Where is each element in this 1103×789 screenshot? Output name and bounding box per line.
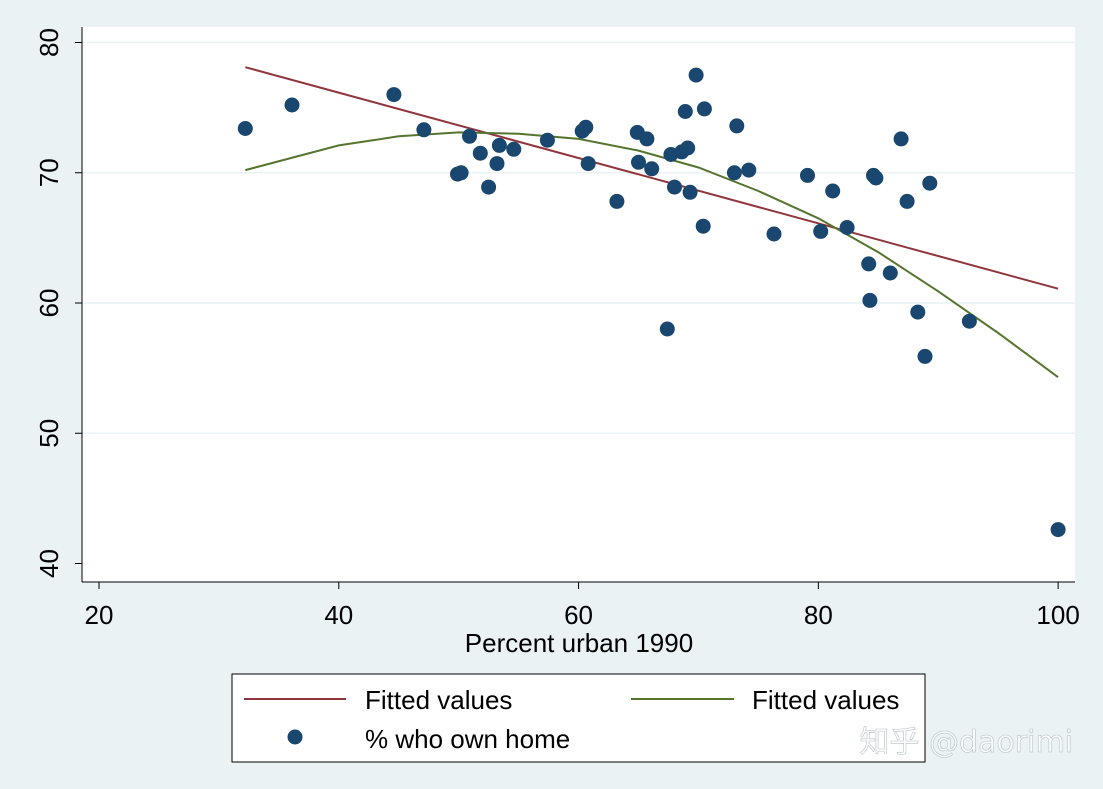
legend-label-quadratic-fit: Fitted values <box>752 685 899 715</box>
scatter-point <box>862 292 878 308</box>
legend-label-linear-fit: Fitted values <box>365 685 512 715</box>
scatter-point <box>729 118 745 134</box>
x-tick-label: 20 <box>85 600 114 630</box>
scatter-point <box>491 137 507 153</box>
y-tick-label: 40 <box>34 549 64 578</box>
x-axis-title: Percent urban 1990 <box>465 628 693 658</box>
y-tick-label: 70 <box>34 158 64 187</box>
scatter-point <box>800 167 815 183</box>
scatter-point <box>882 265 898 281</box>
legend: Fitted values Fitted values % who own ho… <box>231 673 926 763</box>
scatter-point <box>726 165 742 181</box>
scatter-point <box>631 154 646 170</box>
scatter-point <box>910 304 926 320</box>
x-tick-label: 60 <box>564 600 593 630</box>
scatter-point <box>578 119 594 135</box>
scatter-point <box>506 141 522 157</box>
scatter-point <box>237 121 253 136</box>
scatter-point <box>489 156 505 172</box>
scatter-point <box>868 170 884 186</box>
linear-fit-line <box>245 66 1059 290</box>
scatter-point <box>639 131 655 147</box>
y-tick-label: 50 <box>34 419 64 448</box>
scatter-point <box>659 321 675 337</box>
scatter-point <box>961 313 977 329</box>
scatter-point <box>609 193 625 209</box>
scatter-point <box>825 183 841 199</box>
legend-box <box>231 673 926 763</box>
scatter-point <box>472 145 488 161</box>
scatter-point <box>386 87 402 103</box>
legend-swatch-scatter <box>287 729 303 745</box>
y-ticks: 40 50 60 70 80 <box>34 28 82 578</box>
scatter-points <box>237 67 1066 538</box>
scatter-point <box>696 101 712 117</box>
watermark: 知乎 @daorimi <box>859 725 1073 760</box>
scatter-point <box>462 128 477 144</box>
scatter-point <box>688 67 704 83</box>
scatter-point <box>917 348 933 364</box>
scatter-point <box>644 161 660 177</box>
scatter-point <box>680 140 696 156</box>
gridlines <box>82 41 1075 434</box>
scatter-point <box>695 218 711 234</box>
scatter-point <box>284 97 300 113</box>
scatter-point <box>580 156 596 172</box>
scatter-point <box>839 220 855 235</box>
scatter-point <box>813 223 829 239</box>
legend-label-scatter: % who own home <box>365 724 570 754</box>
scatter-point <box>741 162 757 178</box>
scatter-point <box>899 193 915 209</box>
scatter-point <box>677 104 693 119</box>
scatter-point <box>861 256 877 272</box>
y-tick-label: 60 <box>34 289 64 318</box>
x-ticks: 20 40 60 80 100 <box>85 582 1080 630</box>
scatter-point <box>682 184 698 200</box>
plot-area <box>82 27 1075 582</box>
x-tick-label: 40 <box>324 600 353 630</box>
x-tick-label: 80 <box>804 600 833 630</box>
x-tick-label: 100 <box>1036 600 1079 630</box>
scatter-point <box>1050 522 1066 538</box>
scatter-point <box>453 165 469 181</box>
scatter-point <box>922 175 938 191</box>
scatter-point <box>667 179 682 195</box>
scatter-point <box>416 122 432 138</box>
scatter-point <box>766 226 782 242</box>
scatter-point <box>539 132 555 148</box>
scatter-point <box>481 179 497 195</box>
scatter-point <box>893 131 909 147</box>
y-tick-label: 80 <box>34 28 64 57</box>
